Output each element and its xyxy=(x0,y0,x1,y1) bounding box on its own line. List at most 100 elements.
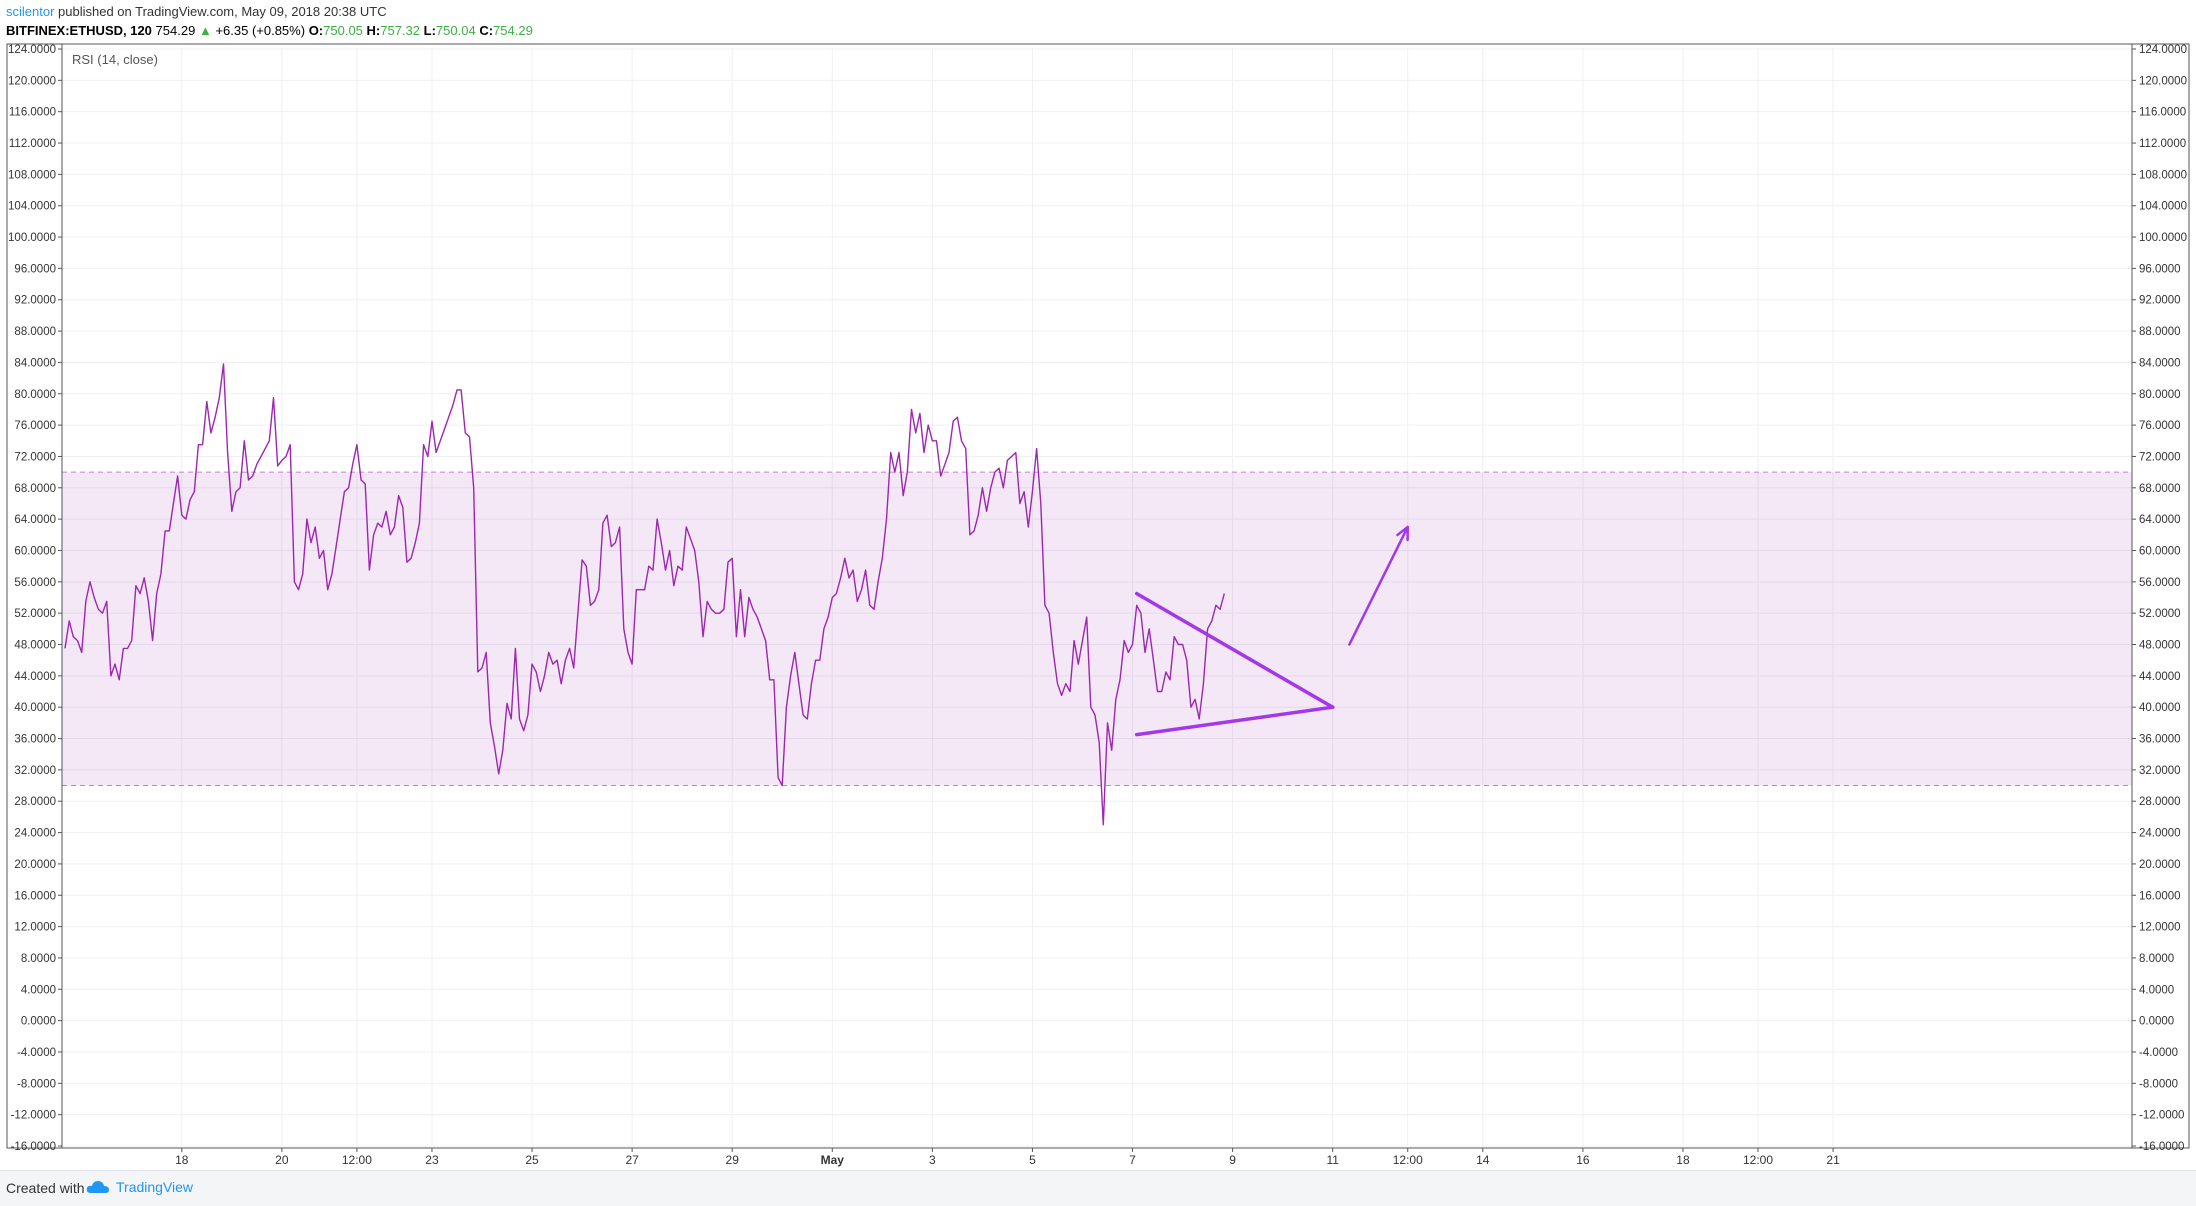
y-tick-label-left: 48.0000 xyxy=(14,640,56,652)
y-tick-label-right: 76.0000 xyxy=(2139,420,2181,432)
y-tick-label-right: 36.0000 xyxy=(2139,734,2181,746)
high-label: H: xyxy=(366,23,381,38)
close-value: 754.29 xyxy=(493,23,533,38)
y-tick-label-left: 0.0000 xyxy=(21,1016,56,1028)
x-tick-label: 21 xyxy=(1826,1153,1840,1167)
arrow-head-icon xyxy=(1396,525,1409,542)
ticker-info: BITFINEX:ETHUSD, 120 754.29 ▲ +6.35 (+0.… xyxy=(6,21,533,40)
y-tick-label-left: 60.0000 xyxy=(14,545,56,557)
y-tick-label-right: 96.0000 xyxy=(2139,263,2181,275)
x-tick-label: 12:00 xyxy=(1743,1153,1773,1167)
y-tick-label-right: -4.0000 xyxy=(2139,1047,2178,1059)
y-tick-label-right: 56.0000 xyxy=(2139,577,2181,589)
y-tick-label-right: 64.0000 xyxy=(2139,514,2181,526)
open-label: O: xyxy=(308,23,324,38)
rsi-band-fill xyxy=(62,472,2132,786)
y-tick-label-left: 40.0000 xyxy=(14,702,56,714)
author-link[interactable]: scilentor xyxy=(6,4,55,19)
y-tick-label-left: 16.0000 xyxy=(14,890,56,902)
y-tick-label-left: 56.0000 xyxy=(14,577,56,589)
y-tick-label-right: 84.0000 xyxy=(2139,357,2181,369)
x-tick-label: 16 xyxy=(1576,1153,1590,1167)
y-tick-label-left: 44.0000 xyxy=(14,671,56,683)
x-tick-label: 9 xyxy=(1229,1153,1236,1167)
y-tick-label-right: 108.0000 xyxy=(2139,169,2187,181)
trend-line xyxy=(1134,705,1335,737)
x-tick-label: 12:00 xyxy=(342,1153,372,1167)
rsi-chart[interactable]: 124.0000 120.0000 116.0000 112.0000 108.0000… xyxy=(0,0,2196,1170)
y-axis-right: 124.0000 120.0000 116.0000 112.0000 108.0000… xyxy=(2131,44,2187,1153)
y-tick-label-left: 12.0000 xyxy=(14,922,56,934)
y-tick-label-right: 20.0000 xyxy=(2139,859,2181,871)
change-arrow-icon: ▲ xyxy=(198,23,212,38)
y-tick-label-right: 72.0000 xyxy=(2139,451,2181,463)
y-tick-label-right: 124.0000 xyxy=(2139,44,2187,56)
trend-line xyxy=(1134,591,1335,709)
y-tick-label-left: 88.0000 xyxy=(14,326,56,338)
y-tick-label-left: 116.0000 xyxy=(9,107,56,119)
x-tick-label: 12:00 xyxy=(1393,1153,1423,1167)
y-tick-label-right: 16.0000 xyxy=(2139,890,2181,902)
y-tick-label-left: 100.0000 xyxy=(8,232,56,244)
low-label: L: xyxy=(423,23,436,38)
y-tick-label-left: 92.0000 xyxy=(14,295,56,307)
x-tick-label: 23 xyxy=(425,1153,439,1167)
brand-label: TradingView xyxy=(116,1179,194,1195)
y-tick-label-left: -12.0000 xyxy=(11,1110,56,1122)
grid xyxy=(62,48,2132,1147)
y-tick-label-right: 24.0000 xyxy=(2139,828,2181,840)
x-tick-label: 25 xyxy=(525,1153,539,1167)
publish-text: published on TradingView.com, May 09, 20… xyxy=(54,4,387,19)
y-tick-label-right: 8.0000 xyxy=(2139,953,2174,965)
y-tick-label-left: 36.0000 xyxy=(14,734,56,746)
arrow-shaft xyxy=(1348,525,1409,646)
x-tick-label: 5 xyxy=(1029,1153,1036,1167)
y-tick-label-left: 68.0000 xyxy=(14,483,56,495)
y-tick-label-right: 92.0000 xyxy=(2139,295,2181,307)
rsi-series xyxy=(64,363,1225,826)
x-axis: 18 20 12:00 23 25 27 29 May 3 5 7 9 11 12:00 14 16 18 12:… xyxy=(62,1147,2132,1167)
rsi-band xyxy=(62,471,2132,787)
y-tick-label-right: -12.0000 xyxy=(2139,1110,2184,1122)
y-tick-label-right: 80.0000 xyxy=(2139,389,2181,401)
x-tick-label: May xyxy=(821,1153,845,1167)
symbol-label: BITFINEX:ETHUSD, 120 xyxy=(6,23,152,38)
y-tick-label-left: 112.0000 xyxy=(9,138,56,150)
y-tick-label-right: 32.0000 xyxy=(2139,765,2181,777)
y-tick-label-left: 24.0000 xyxy=(14,828,56,840)
y-tick-label-left: 108.0000 xyxy=(8,169,56,181)
y-tick-label-right: 60.0000 xyxy=(2139,545,2181,557)
y-tick-label-right: 100.0000 xyxy=(2139,232,2187,244)
tradingview-brand[interactable]: TradingView xyxy=(86,1179,193,1195)
y-tick-label-right: -8.0000 xyxy=(2139,1078,2178,1090)
x-tick-label: 7 xyxy=(1129,1153,1136,1167)
x-tick-label: 11 xyxy=(1326,1153,1339,1167)
y-tick-label-left: 80.0000 xyxy=(14,389,56,401)
y-tick-label-right: 112.0000 xyxy=(2139,138,2186,150)
y-tick-label-left: 8.0000 xyxy=(21,953,56,965)
y-tick-label-left: 20.0000 xyxy=(14,859,56,871)
y-tick-label-right: 120.0000 xyxy=(2139,75,2187,87)
x-tick-label: 18 xyxy=(1676,1153,1690,1167)
low-value: 750.04 xyxy=(435,23,476,38)
rsi-line xyxy=(64,363,1225,826)
y-tick-label-right: 68.0000 xyxy=(2139,483,2181,495)
y-tick-label-right: 88.0000 xyxy=(2139,326,2181,338)
y-tick-label-left: -4.0000 xyxy=(17,1047,56,1059)
change-value: +6.35 (+0.85%) xyxy=(215,23,306,38)
x-tick-label: 27 xyxy=(625,1153,639,1167)
x-tick-label: 29 xyxy=(726,1153,740,1167)
y-tick-label-right: 12.0000 xyxy=(2139,922,2181,934)
y-tick-label-right: 40.0000 xyxy=(2139,702,2181,714)
open-value: 750.05 xyxy=(323,23,363,38)
indicator-label: RSI (14, close) xyxy=(72,52,158,67)
y-tick-label-left: -16.0000 xyxy=(11,1141,56,1153)
price-value: 754.29 xyxy=(155,23,196,38)
close-label: C: xyxy=(479,23,494,38)
cloud-icon xyxy=(86,1181,109,1193)
y-tick-label-left: 124.0000 xyxy=(8,44,56,56)
y-tick-label-left: 52.0000 xyxy=(14,608,56,620)
y-tick-label-left: 104.0000 xyxy=(8,201,56,213)
y-tick-label-right: 116.0000 xyxy=(2139,107,2186,119)
y-axis-left: 124.0000 120.0000 116.0000 112.0000 108.0000… xyxy=(8,44,63,1153)
